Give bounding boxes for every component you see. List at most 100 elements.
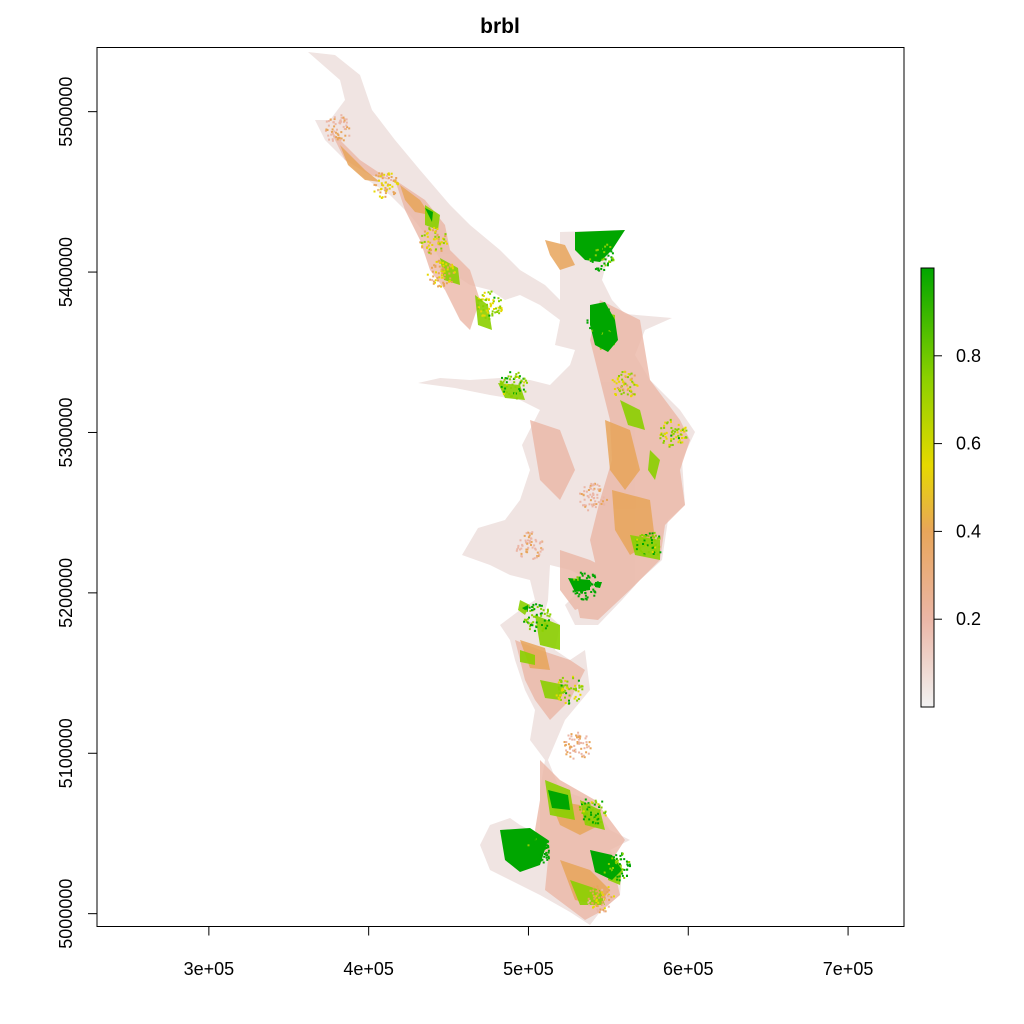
raster-cell	[535, 855, 538, 858]
raster-cell	[498, 312, 501, 315]
raster-cell	[602, 893, 605, 896]
raster-cell	[652, 553, 655, 555]
raster-cell	[577, 738, 580, 741]
raster-cell	[536, 606, 539, 608]
raster-cell	[520, 547, 523, 550]
raster-cell	[421, 234, 424, 237]
raster-cell	[394, 192, 397, 195]
colorbar-tick-label: 0.8	[956, 346, 981, 366]
raster-cell	[601, 900, 604, 903]
raster-cell	[596, 267, 599, 270]
raster-cell	[579, 500, 582, 503]
raster-cell	[526, 551, 529, 554]
raster-cell	[492, 300, 495, 303]
raster-cell	[500, 380, 502, 383]
raster-cell	[546, 624, 549, 627]
raster-cell	[393, 193, 395, 196]
raster-cell	[651, 532, 654, 535]
raster-cell	[608, 898, 611, 901]
raster-cell	[608, 330, 611, 333]
raster-cell	[594, 251, 597, 254]
raster-cell	[592, 493, 595, 496]
raster-cell	[505, 381, 508, 384]
raster-cell	[437, 242, 440, 245]
raster-cell	[589, 258, 592, 261]
raster-cell	[637, 539, 640, 542]
raster-cell	[533, 544, 536, 547]
raster-cell	[578, 577, 581, 580]
raster-cell	[503, 378, 506, 381]
raster-cell	[574, 684, 577, 687]
raster-cell	[440, 241, 443, 244]
raster-cell	[343, 119, 346, 122]
raster-cell	[611, 857, 614, 860]
raster-cell	[596, 248, 599, 251]
raster-cell	[598, 896, 601, 899]
raster-cell	[592, 315, 595, 318]
raster-cell	[665, 431, 668, 434]
raster-cell	[568, 747, 571, 750]
raster-cell	[509, 378, 511, 381]
raster-cell	[592, 322, 595, 325]
raster-cell	[433, 238, 436, 241]
raster-cell	[493, 296, 496, 299]
raster-cell	[572, 687, 575, 690]
raster-cell	[587, 575, 590, 578]
raster-cell	[525, 532, 528, 535]
raster-cell	[668, 445, 671, 448]
y-tick-label: 5400000	[56, 237, 76, 307]
raster-cell	[525, 541, 527, 544]
raster-cell	[614, 393, 617, 395]
raster-cell	[538, 542, 541, 545]
raster-cell	[574, 750, 577, 753]
raster-cell	[438, 259, 440, 262]
raster-cell	[610, 862, 613, 864]
raster-cell	[529, 625, 532, 628]
raster-cell	[525, 847, 528, 850]
raster-cell	[580, 685, 583, 688]
raster-cell	[621, 868, 624, 871]
raster-cell	[623, 868, 626, 871]
raster-cell	[676, 431, 679, 434]
raster-cell	[653, 531, 656, 534]
raster-cell	[339, 120, 342, 123]
raster-cell	[585, 741, 588, 744]
raster-cell	[628, 861, 631, 863]
raster-cell	[650, 536, 653, 539]
raster-cell	[532, 557, 535, 560]
raster-cell	[607, 331, 610, 334]
raster-cell	[630, 390, 633, 393]
raster-cell	[394, 180, 397, 183]
raster-cell	[589, 499, 592, 502]
raster-cell	[603, 910, 606, 913]
raster-cell	[602, 308, 605, 311]
raster-cell	[612, 259, 615, 262]
raster-cell	[622, 380, 625, 383]
raster-cell	[672, 432, 675, 435]
raster-cell	[625, 860, 628, 863]
raster-cell-cluster	[578, 798, 607, 825]
raster-cell	[670, 438, 673, 441]
raster-cell	[677, 423, 680, 426]
raster-cell	[587, 745, 590, 748]
raster-cell	[340, 137, 343, 140]
raster-cell	[435, 237, 438, 240]
raster-cell	[579, 735, 582, 738]
raster-cell	[384, 192, 387, 195]
raster-cell	[589, 584, 592, 587]
raster-cell	[539, 854, 542, 857]
raster-cell	[572, 749, 575, 752]
raster-cell	[379, 175, 382, 178]
raster-cell	[660, 433, 663, 436]
raster-cell	[432, 275, 435, 278]
raster-cell	[480, 310, 483, 313]
raster-cell	[642, 543, 644, 545]
raster-cell	[574, 748, 577, 751]
raster-cell	[531, 614, 534, 617]
raster-cell	[533, 608, 536, 611]
raster-cell	[580, 741, 582, 744]
raster-cell	[530, 540, 533, 543]
raster-cell	[565, 741, 568, 743]
raster-cell	[588, 818, 591, 821]
raster-cell	[493, 308, 495, 310]
